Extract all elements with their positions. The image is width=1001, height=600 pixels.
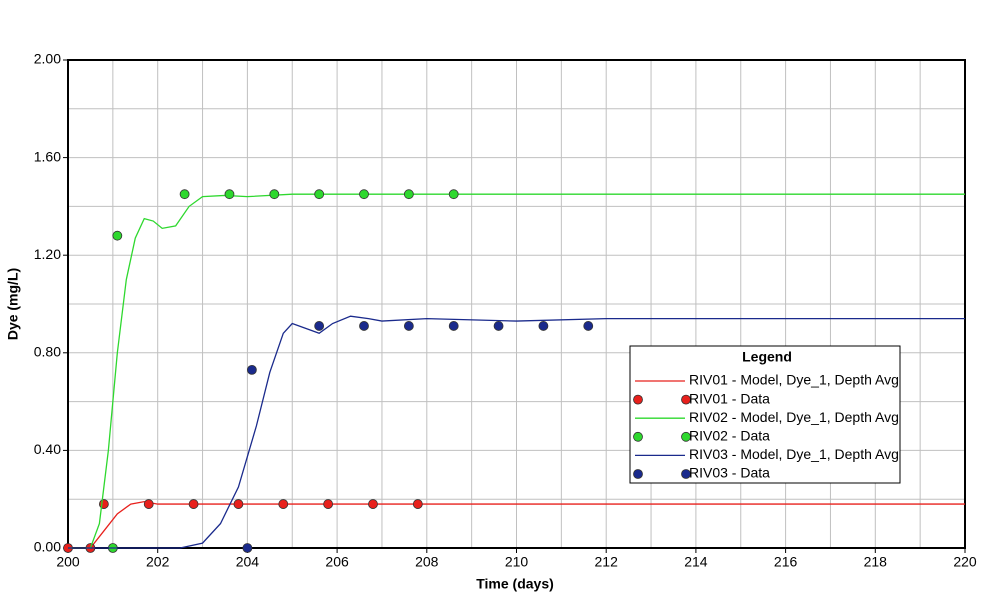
data-point <box>359 321 369 331</box>
legend-swatch <box>681 469 691 479</box>
x-tick-label: 220 <box>953 554 977 570</box>
legend: Legend RIV01 - Model, Dye_1, Depth Avg RIV… <box>629 345 901 484</box>
data-point <box>493 321 504 331</box>
x-tick-label: 216 <box>774 554 798 570</box>
data-point <box>403 321 414 331</box>
data-point <box>112 230 123 241</box>
data-point <box>143 499 154 509</box>
legend-swatch <box>633 431 643 442</box>
legend-swatch <box>681 431 691 442</box>
x-tick-label: 214 <box>684 554 708 570</box>
data-point <box>314 189 325 200</box>
x-tick-label: 200 <box>56 554 80 570</box>
data-point <box>368 499 378 509</box>
legend-swatch <box>681 394 691 405</box>
y-tick-label: 0.00 <box>34 539 61 555</box>
legend-label: RIV03 - Data <box>689 465 770 481</box>
model-line <box>68 315 965 549</box>
data-point <box>242 543 253 553</box>
data-point <box>179 189 190 200</box>
legend-box <box>629 345 901 484</box>
data-point <box>359 189 369 200</box>
data-point <box>412 499 423 509</box>
x-tick-label: 204 <box>236 554 260 570</box>
plot-border <box>67 59 966 549</box>
legend-label: RIV03 - Model, Dye_1, Depth Avg <box>689 446 899 462</box>
y-tick-label: 0.40 <box>34 441 61 457</box>
y-tick-label: 1.20 <box>34 246 61 262</box>
data-point <box>224 189 235 200</box>
data-point <box>323 499 334 509</box>
data-point <box>278 499 289 509</box>
data-point <box>448 321 459 331</box>
x-axis-label: Time (days) <box>476 576 554 592</box>
y-tick-label: 0.80 <box>34 344 61 360</box>
data-point <box>538 321 549 331</box>
legend-swatch <box>633 394 643 405</box>
model-line <box>68 500 965 549</box>
x-tick-label: 218 <box>864 554 888 570</box>
legend-label: RIV01 - Data <box>689 390 770 406</box>
data-point <box>188 499 199 509</box>
x-tick-label: 206 <box>325 554 349 570</box>
data-point <box>403 189 414 200</box>
data-point <box>98 499 109 509</box>
data-point <box>233 499 244 509</box>
y-tick-label: 1.60 <box>34 148 61 164</box>
legend-swatch <box>633 469 643 479</box>
legend-title: Legend <box>742 349 792 365</box>
data-point <box>448 189 459 200</box>
y-axis-label: Dye (mg/L) <box>5 268 21 340</box>
legend-label: RIV02 - Model, Dye_1, Depth Avg <box>689 409 899 425</box>
data-point <box>246 364 257 375</box>
data-point <box>314 321 325 331</box>
legend-label: RIV01 - Model, Dye_1, Depth Avg <box>689 372 899 388</box>
x-tick-label: 212 <box>595 554 619 570</box>
y-tick-label: 2.00 <box>34 51 61 67</box>
x-tick-label: 208 <box>415 554 439 570</box>
x-tick-label: 210 <box>505 554 529 570</box>
x-tick-label: 202 <box>146 554 170 570</box>
data-point <box>269 189 280 200</box>
legend-label: RIV02 - Data <box>689 428 770 444</box>
data-point <box>583 321 594 331</box>
